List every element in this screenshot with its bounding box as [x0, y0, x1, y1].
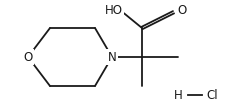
Text: O: O: [177, 4, 187, 17]
Text: O: O: [23, 51, 33, 63]
Text: N: N: [108, 51, 116, 63]
Text: HO: HO: [105, 4, 123, 17]
Text: H: H: [174, 88, 182, 101]
Text: Cl: Cl: [206, 88, 218, 101]
